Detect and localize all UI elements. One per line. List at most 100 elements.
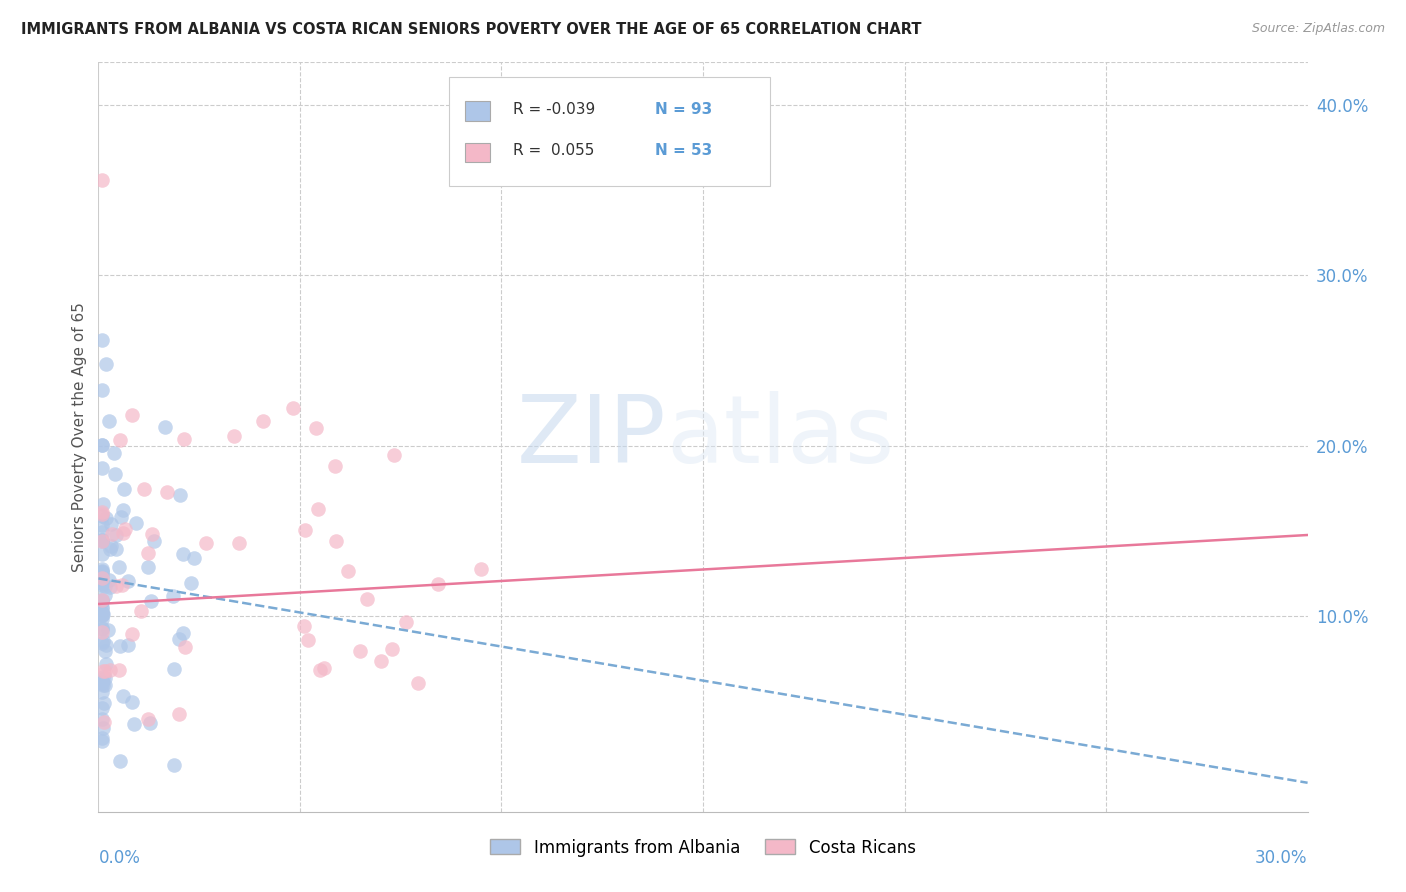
Point <box>91 568 114 582</box>
Point <box>91 438 114 452</box>
Point <box>162 662 184 676</box>
Point <box>97 574 120 588</box>
Point <box>91 438 114 452</box>
FancyBboxPatch shape <box>465 143 489 162</box>
Point <box>91 625 114 640</box>
Point <box>91 533 114 548</box>
Point <box>121 408 143 422</box>
Point <box>94 579 117 593</box>
Point <box>91 547 114 561</box>
Point <box>183 550 205 565</box>
Point <box>292 618 315 632</box>
Point <box>394 615 416 630</box>
Point <box>173 432 195 446</box>
Legend: Immigrants from Albania, Costa Ricans: Immigrants from Albania, Costa Ricans <box>484 832 922 863</box>
Point <box>91 173 114 187</box>
Point <box>91 383 114 397</box>
Point <box>91 734 114 748</box>
Point <box>94 511 117 525</box>
Point <box>169 488 191 502</box>
Point <box>91 722 114 736</box>
Point <box>91 578 114 592</box>
Point <box>222 428 245 442</box>
Point <box>100 517 122 532</box>
Point <box>132 482 155 496</box>
Point <box>297 632 319 647</box>
Point <box>155 485 177 500</box>
Text: ZIP: ZIP <box>517 391 666 483</box>
Point <box>141 526 163 541</box>
Point <box>381 641 404 656</box>
Point <box>314 661 336 675</box>
Point <box>94 678 117 692</box>
Text: R = -0.039: R = -0.039 <box>513 103 595 117</box>
Point <box>91 712 114 726</box>
Point <box>325 458 347 473</box>
Point <box>91 621 114 635</box>
FancyBboxPatch shape <box>449 78 769 186</box>
Point <box>91 507 114 521</box>
Point <box>91 505 114 519</box>
Point <box>91 606 114 620</box>
Point <box>281 401 304 415</box>
Point <box>91 623 114 637</box>
Point <box>108 663 131 677</box>
Point <box>136 546 159 560</box>
Point <box>162 758 184 772</box>
Point <box>117 574 139 588</box>
Point <box>91 599 114 614</box>
Point <box>356 592 378 607</box>
Point <box>91 701 114 715</box>
Text: N = 53: N = 53 <box>655 144 711 159</box>
Y-axis label: Seniors Poverty Over the Age of 65: Seniors Poverty Over the Age of 65 <box>72 302 87 572</box>
Point <box>91 677 114 691</box>
Point <box>228 535 250 549</box>
Point <box>308 663 330 677</box>
Point <box>91 634 114 648</box>
Point <box>94 671 117 685</box>
Point <box>105 579 128 593</box>
Point <box>169 706 191 721</box>
Point <box>136 712 159 726</box>
Point <box>94 665 117 679</box>
Point <box>305 421 328 435</box>
Point <box>112 482 135 496</box>
Point <box>406 675 429 690</box>
Point <box>93 696 115 710</box>
Point <box>91 684 114 698</box>
Point <box>101 526 124 541</box>
Point <box>174 640 197 654</box>
Point <box>325 533 347 548</box>
Point <box>91 518 114 533</box>
Text: 30.0%: 30.0% <box>1256 849 1308 867</box>
Point <box>98 541 121 556</box>
Point <box>91 461 114 475</box>
Point <box>91 607 114 622</box>
Point <box>91 636 114 650</box>
Point <box>91 508 114 523</box>
Point <box>91 676 114 690</box>
Point <box>100 539 122 553</box>
Point <box>100 580 122 594</box>
Point <box>294 523 316 537</box>
Point <box>194 536 217 550</box>
Point <box>91 564 114 578</box>
Point <box>121 695 143 709</box>
Point <box>117 638 139 652</box>
Point <box>336 564 359 578</box>
Point <box>107 559 129 574</box>
Point <box>97 624 120 638</box>
Point <box>104 467 127 481</box>
Point <box>108 433 131 447</box>
Point <box>93 715 115 730</box>
Point <box>91 533 114 548</box>
Point <box>91 565 114 579</box>
Point <box>91 562 114 576</box>
Point <box>91 575 114 590</box>
Point <box>111 689 134 703</box>
Point <box>91 670 114 684</box>
Point <box>94 644 117 658</box>
Point <box>349 644 371 658</box>
Point <box>370 654 392 668</box>
FancyBboxPatch shape <box>465 102 489 121</box>
